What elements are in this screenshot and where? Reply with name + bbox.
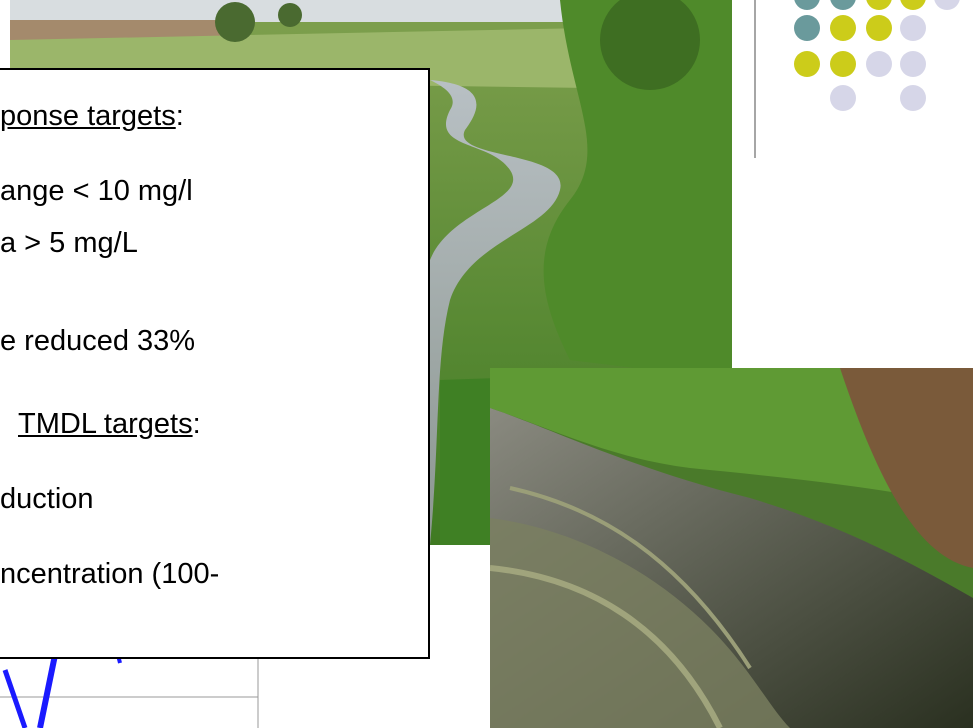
text-line: ponse targets: [0,100,184,133]
underlined-text: ponse targets [0,100,176,132]
text-line: duction [0,483,94,515]
underlined-text: TMDL targets [18,408,193,440]
text-line: TMDL targets: [18,408,201,441]
text-line: e reduced 33% [0,325,196,357]
text-line: ange < 10 mg/l [0,175,193,207]
text: : [192,408,201,440]
text: : [175,100,184,132]
text-line: ncentration (100- [0,558,220,590]
chart-fragment [0,655,259,728]
text-line: a > 5 mg/L [0,227,138,259]
algae-photo [490,368,973,728]
dot-grid [754,0,960,158]
text-box: ponse targets: ange < 10 mg/l a > 5 mg/L… [0,68,430,659]
